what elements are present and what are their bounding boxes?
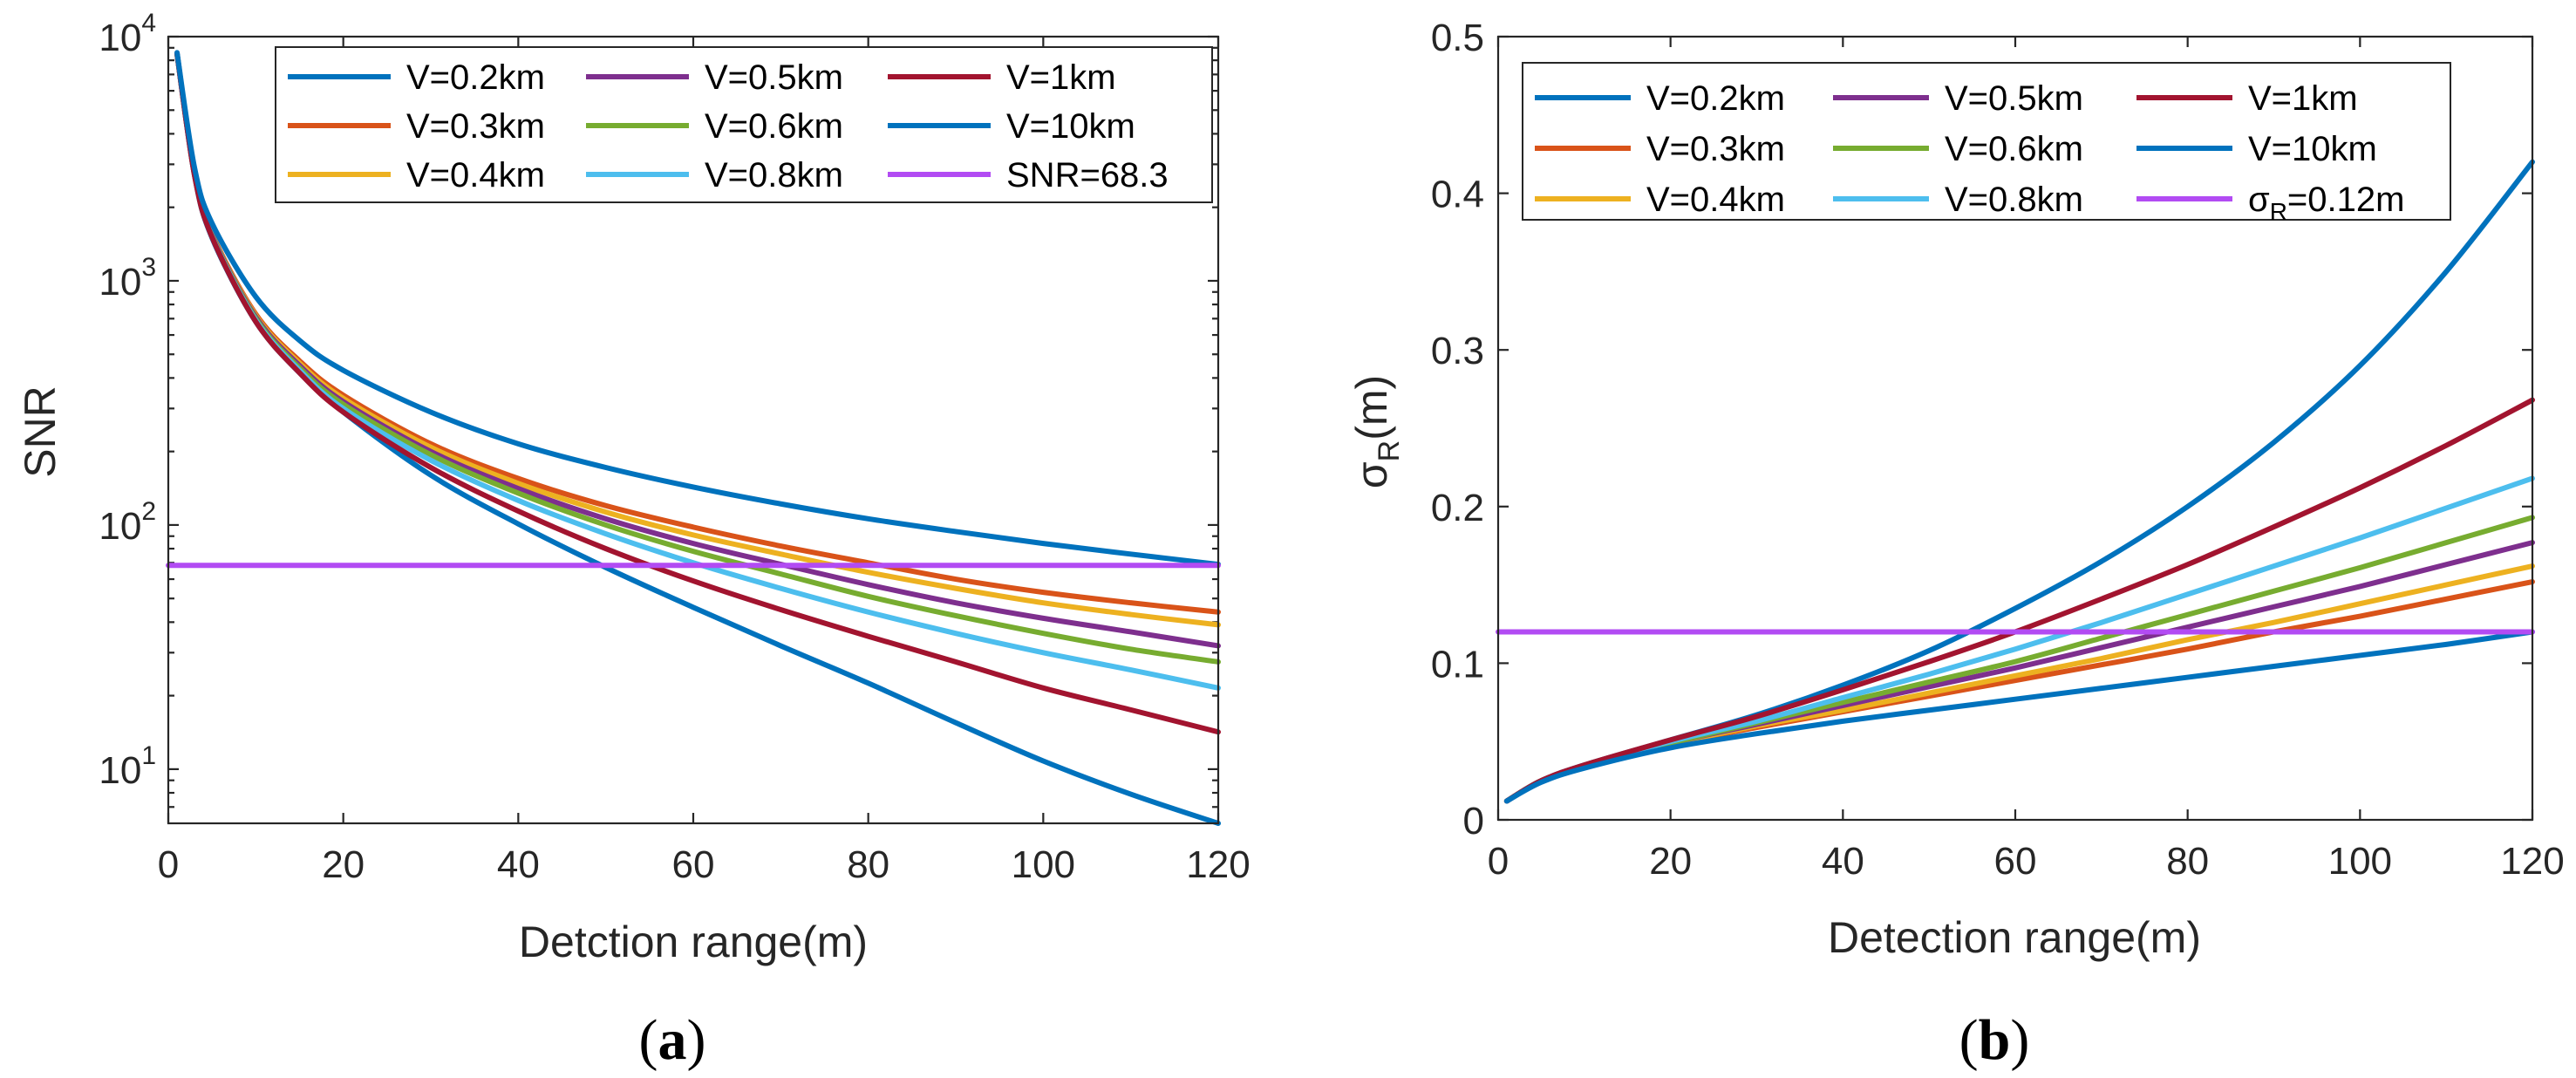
b-series-line: [1503, 475, 2535, 804]
b-series-line: [1503, 397, 2535, 804]
a-y-tick-label: 103: [99, 253, 156, 304]
b-y-tick-label: 0.4: [1431, 174, 1484, 216]
b-legend-box: [1522, 62, 2451, 221]
a-series-line: [174, 50, 1221, 568]
b-legend-label: σR=0.12m: [2248, 181, 2404, 225]
a-series-line: [174, 51, 1221, 735]
b-legend-label: V=0.5km: [1945, 79, 2083, 118]
b-y-axis-label: σR(m): [1347, 375, 1406, 488]
b-series-line: [1503, 563, 2535, 804]
b-x-tick-label: 20: [1649, 840, 1692, 883]
a-y-tick-label: 101: [99, 741, 156, 792]
b-y-tick-label: 0: [1463, 800, 1484, 843]
a-y-tick-exp: 2: [141, 497, 156, 526]
b-y-label-sub: R: [1373, 440, 1406, 462]
a-y-tick-label: 102: [99, 497, 156, 548]
a-y-tick-exp: 4: [141, 9, 156, 38]
a-legend-label: V=0.6km: [705, 107, 843, 146]
a-x-tick-label: 40: [497, 843, 540, 886]
a-legend-label: V=0.2km: [406, 58, 545, 97]
b-legend-label: V=0.3km: [1646, 130, 1785, 168]
a-x-tick-label: 100: [1012, 843, 1075, 886]
b-y-tick-label: 0.2: [1431, 487, 1484, 529]
b-legend-label-tail: =0.12m: [2287, 181, 2405, 219]
b-legend-label: V=0.6km: [1945, 130, 2083, 168]
a-legend-label: SNR=68.3: [1006, 156, 1169, 194]
b-x-tick-label: 0: [1488, 840, 1509, 883]
a-y-tick-base: 10: [99, 505, 141, 548]
a-y-axis-label: SNR: [16, 385, 65, 478]
b-legend-label: V=0.2km: [1646, 79, 1785, 118]
b-x-tick-label: 80: [2166, 840, 2209, 883]
b-legend-label: V=0.4km: [1646, 181, 1785, 219]
caption-b-letter: b: [1979, 1008, 2011, 1072]
b-series-line: [1503, 515, 2535, 804]
b-series-line: [1503, 540, 2535, 804]
b-x-tick-label: 60: [1994, 840, 2037, 883]
b-series-group: [1496, 159, 2535, 804]
a-y-tick-label: 104: [99, 9, 156, 59]
a-x-tick-label: 0: [158, 843, 179, 886]
b-y-label-tail: (m): [1347, 375, 1396, 440]
b-x-axis-label: Detection range(m): [1828, 913, 2201, 962]
a-legend: V=0.2km V=0.3km V=0.4km V=0.5km V=0.6km V=0.8…: [275, 46, 1213, 203]
b-ticks: 0 20 40 60 80 100 120 0 0.1 0.2 0.3 0.4 0.5: [1431, 17, 2565, 883]
b-legend-label-sub: R: [2270, 198, 2287, 225]
b-legend-label-main: σ: [2248, 181, 2270, 219]
a-legend-label: V=10km: [1006, 107, 1135, 146]
a-x-tick-label: 120: [1186, 843, 1250, 886]
b-series-line: [1503, 629, 2535, 804]
a-series-group: [166, 50, 1221, 826]
a-y-tick-base: 10: [99, 17, 141, 59]
b-x-tick-label: 120: [2500, 840, 2564, 883]
a-legend-label: V=0.3km: [406, 107, 545, 146]
caption-a: (a): [639, 1008, 706, 1072]
b-legend: V=0.2km V=0.3km V=0.4km V=0.5km V=0.6km V=0.8…: [1522, 62, 2451, 225]
a-y-tick-base: 10: [99, 749, 141, 792]
a-x-tick-label: 80: [847, 843, 889, 886]
a-y-tick-exp: 1: [141, 741, 156, 770]
a-x-tick-label: 60: [672, 843, 715, 886]
a-x-axis-label: Detction range(m): [519, 918, 868, 966]
b-y-tick-label: 0.3: [1431, 330, 1484, 372]
b-y-tick-label: 0.5: [1431, 17, 1484, 59]
b-y-label-main: σ: [1347, 461, 1396, 488]
b-x-tick-label: 40: [1822, 840, 1864, 883]
b-x-tick-label: 100: [2328, 840, 2392, 883]
b-y-tick-label: 0.1: [1431, 643, 1484, 686]
a-axes-box: [167, 35, 1220, 825]
a-legend-box: [275, 46, 1213, 203]
b-legend-label: V=10km: [2248, 130, 2377, 168]
caption-b: (b): [1959, 1008, 2030, 1072]
b-axes-box: [1496, 35, 2534, 822]
a-legend-label: V=1km: [1006, 58, 1116, 97]
a-legend-label: V=0.5km: [705, 58, 843, 97]
a-legend-label: V=0.8km: [705, 156, 843, 194]
b-legend-label: V=1km: [2248, 79, 2358, 118]
a-y-tick-base: 10: [99, 261, 141, 304]
b-legend-label: V=0.8km: [1945, 181, 2083, 219]
caption-a-letter: a: [658, 1008, 687, 1072]
a-legend-label: V=0.4km: [406, 156, 545, 194]
b-series-line: [1503, 579, 2535, 804]
a-y-tick-exp: 3: [141, 253, 156, 282]
a-x-tick-label: 20: [322, 843, 365, 886]
